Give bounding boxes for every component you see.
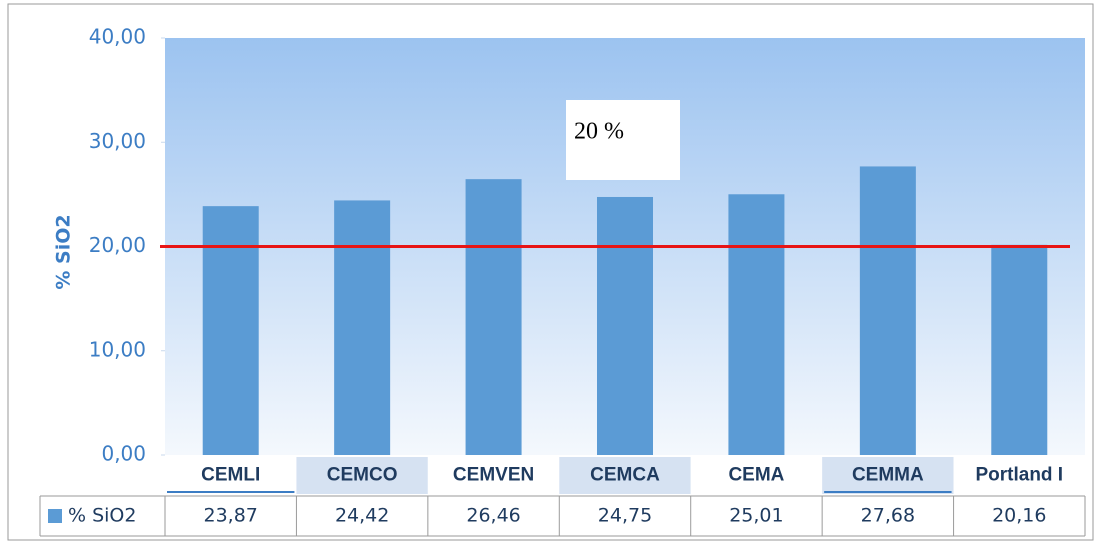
bar [991,244,1048,455]
x-tick-label: CEMMA [852,465,924,486]
legend-label: % SiO2 [68,505,136,527]
data-table-value: 20,16 [992,505,1046,527]
data-table-value: 27,68 [861,505,915,527]
data-table-value: 26,46 [466,505,520,527]
bar [202,206,259,455]
x-tick-label: CEMCO [327,465,398,486]
bar [859,166,916,455]
category-cell [165,457,297,494]
x-tick-label: CEMLI [201,465,260,486]
y-tick-label: 40,00 [89,25,146,49]
category-cell [296,457,428,494]
category-cell [822,457,954,494]
y-tick-label: 0,00 [101,442,146,466]
x-tick-label: CEMA [728,465,784,486]
annotation: 20 % [574,119,624,145]
x-tick-label: CEMVEN [453,465,534,486]
y-tick-label: 10,00 [89,337,146,361]
bar [465,179,522,456]
bar [334,200,391,455]
bar [728,194,785,455]
data-table-value: 24,42 [335,505,389,527]
category-cell [690,457,823,494]
y-tick-label: 30,00 [89,129,146,153]
y-tick-label: 20,00 [89,233,146,257]
category-cell [953,457,1085,494]
x-tick-label: Portland I [975,465,1063,486]
y-axis-title: % SiO2 [53,214,75,289]
data-table-value: 25,01 [729,505,783,527]
data-table-value: 23,87 [204,505,258,527]
category-cell [559,457,691,494]
data-table-value: 24,75 [598,505,652,527]
annotation-box [566,100,680,180]
category-cell [427,457,560,494]
legend-swatch [48,509,62,523]
x-tick-label: CEMCA [590,465,660,486]
bar [597,196,653,455]
